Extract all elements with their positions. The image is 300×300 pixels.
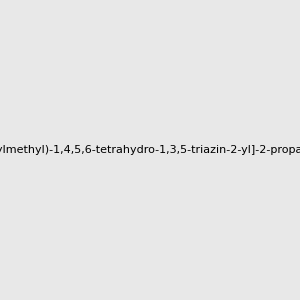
Text: N-[5-(3-pyridinylmethyl)-1,4,5,6-tetrahydro-1,3,5-triazin-2-yl]-2-propanesulfona: N-[5-(3-pyridinylmethyl)-1,4,5,6-tetrahy…	[0, 145, 300, 155]
